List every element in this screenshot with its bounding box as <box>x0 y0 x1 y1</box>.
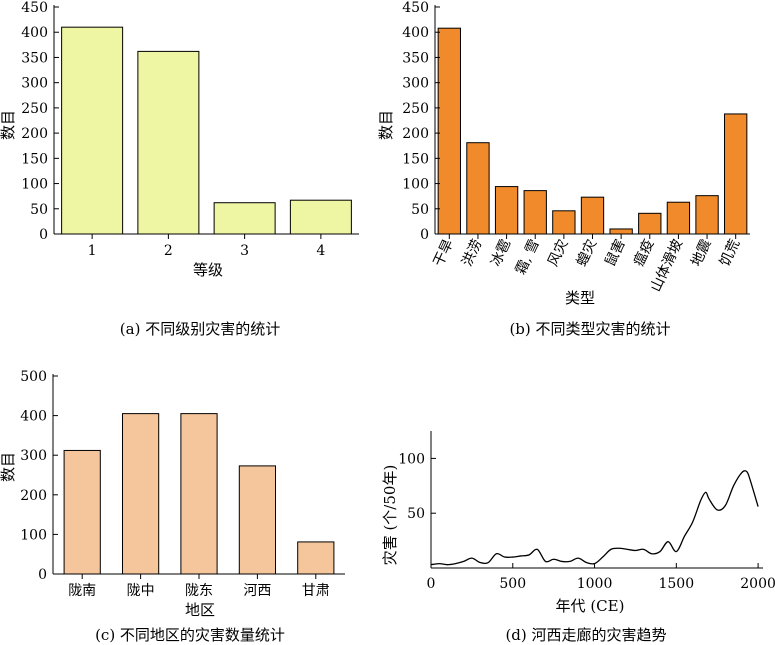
bar-陇中 <box>121 413 160 575</box>
y-tick-label: 250 <box>21 101 48 117</box>
x-tick-label: 鼠害 <box>602 237 628 269</box>
bar-饥荒 <box>724 113 748 235</box>
y-tick-label: 300 <box>21 76 48 92</box>
y-tick-label: 150 <box>402 151 429 167</box>
y-tick-label: 450 <box>402 0 429 16</box>
x-tick-label: 甘肃 <box>302 583 330 599</box>
x-tick-label: 瘟疫 <box>630 237 657 270</box>
chart-panel-b: 0 50 100 150 200 250 300 350 400 450 干旱 洪涝 冰雹霜, 雪风灾蝗… <box>377 0 750 307</box>
bar-3 <box>213 202 276 235</box>
y-tick-label: 400 <box>21 25 48 41</box>
y-tick-label: 100 <box>398 451 425 467</box>
bar-2 <box>137 50 200 235</box>
y-tick-label: 250 <box>402 101 429 117</box>
y-tick-label: 100 <box>402 177 429 193</box>
x-tick-label: 0 <box>427 576 436 592</box>
x-axis-title: 地区 <box>185 601 215 619</box>
y-tick-label: 350 <box>21 50 48 66</box>
y-tick-label: 0 <box>420 227 429 243</box>
bar-河西 <box>238 465 277 575</box>
caption-b: (b) 不同类型灾害的统计 <box>509 320 670 338</box>
x-tick-label: 1500 <box>658 576 694 592</box>
y-tick-label: 200 <box>21 126 48 142</box>
bar-干旱 <box>437 27 461 235</box>
x-tick-label: 冰雹 <box>488 237 514 269</box>
bar-山体滑坡 <box>666 201 691 235</box>
y-tick-label: 350 <box>402 50 429 66</box>
x-tick-label: 1000 <box>577 576 613 592</box>
x-axis-title: 年代 (CE) <box>556 597 625 615</box>
y-tick-label: 400 <box>20 409 47 425</box>
y-tick-label: 450 <box>21 0 48 16</box>
y-axis-title: 数目 <box>0 452 17 482</box>
x-tick-label: 3 <box>240 243 249 259</box>
x-tick-label: 1 <box>88 243 97 259</box>
y-tick-label: 100 <box>20 527 47 543</box>
bar-瘟疫 <box>638 212 662 235</box>
bar-风灾 <box>552 210 576 235</box>
x-tick-label: 洪涝 <box>459 237 485 269</box>
y-tick-label: 200 <box>20 488 47 504</box>
y-tick-label: 0 <box>38 567 47 583</box>
x-tick-label: 2000 <box>740 576 775 592</box>
x-tick-label: 河西 <box>243 583 271 599</box>
x-tick-label: 风灾 <box>544 237 571 270</box>
bar-4 <box>289 199 352 235</box>
y-tick-label: 50 <box>30 202 48 218</box>
y-tick-label: 100 <box>21 177 48 193</box>
x-tick-label: 2 <box>164 243 173 259</box>
bar-鼠害 <box>609 228 633 235</box>
y-tick-label: 150 <box>21 151 48 167</box>
x-tick-label: 陇东 <box>185 583 213 599</box>
x-tick-label: 陇中 <box>127 583 155 599</box>
bar-地震 <box>695 195 719 235</box>
x-tick-label: 500 <box>499 576 526 592</box>
x-tick-label: 饥荒 <box>717 237 743 269</box>
caption-d: (d) 河西走廊的灾害趋势 <box>505 626 666 644</box>
x-tick-label: 4 <box>316 243 325 259</box>
y-tick-label: 500 <box>20 369 47 385</box>
bar-1 <box>61 26 124 235</box>
x-tick-label: 干旱 <box>431 237 457 269</box>
chart-panel-d: 0 500 1000 1500 2000 50 100 年代 (CE) 灾害 (个/50年) <box>381 431 775 615</box>
x-axis-title: 等级 <box>193 261 223 279</box>
bar-洪涝 <box>466 142 490 235</box>
x-tick-label: 地震 <box>688 237 714 269</box>
y-tick-label: 300 <box>20 448 47 464</box>
chart-panel-a: 0 50 100 150 200 250 300 350 400 450 1 2 3 4 等级 数目 <box>0 0 359 279</box>
bar-陇东 <box>180 413 218 575</box>
bar-冰雹 <box>494 186 519 235</box>
y-tick-label: 50 <box>407 506 425 522</box>
bar-甘肃 <box>297 541 335 575</box>
x-tick-label: 蝗灾 <box>573 237 600 270</box>
bar-陇南 <box>63 449 101 575</box>
y-tick-label: 300 <box>402 76 429 92</box>
trend-line <box>430 470 759 566</box>
y-tick-label: 50 <box>411 202 429 218</box>
y-axis-title: 数目 <box>377 110 395 140</box>
caption-c: (c) 不同地区的灾害数量统计 <box>95 626 285 644</box>
y-axis-title: 灾害 (个/50年) <box>381 465 399 566</box>
x-tick-label: 陇南 <box>68 583 96 599</box>
bar-霜, 雪 <box>523 190 547 235</box>
y-tick-label: 200 <box>402 126 429 142</box>
y-tick-label: 400 <box>402 25 429 41</box>
bar-蝗灾 <box>580 196 605 235</box>
x-tick-label: 霜, 雪 <box>513 237 543 277</box>
caption-a: (a) 不同级别灾害的统计 <box>120 320 280 338</box>
y-tick-label: 0 <box>39 227 48 243</box>
x-axis-title: 类型 <box>565 289 595 307</box>
y-axis-title: 数目 <box>0 110 17 140</box>
